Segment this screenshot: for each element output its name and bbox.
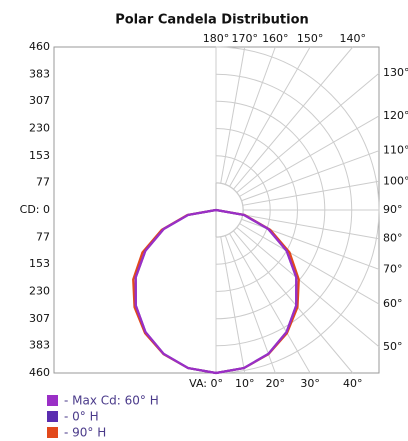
- angle-grid-line: [229, 233, 311, 374]
- angle-grid-line: [241, 150, 380, 202]
- r-tick-label: 77: [36, 230, 50, 243]
- legend-label: - 90° H: [64, 426, 106, 440]
- angle-grid-line: [239, 223, 380, 305]
- angle-grid-line: [236, 72, 380, 194]
- series-line-mirror: [134, 208, 217, 375]
- angle-grid-line: [224, 235, 276, 374]
- angle-grid-line: [242, 180, 380, 206]
- angle-grid-line: [239, 115, 380, 197]
- legend-swatch: [47, 427, 58, 438]
- angle-tick-label: 140°: [340, 32, 367, 45]
- r-tick-label: 230: [29, 285, 50, 298]
- angle-grid-line: [242, 214, 380, 240]
- r-tick-label: 153: [29, 149, 50, 162]
- angle-tick-label: 70°: [383, 262, 403, 275]
- r-tick-label: 307: [29, 94, 50, 107]
- angle-tick-label: 160°: [262, 32, 289, 45]
- angle-tick-label: 60°: [383, 297, 403, 310]
- angle-tick-label: 150°: [297, 32, 324, 45]
- angle-tick-label: 30°: [300, 377, 320, 390]
- angle-grid-line: [220, 46, 246, 184]
- r-tick-label: 77: [36, 176, 50, 189]
- angle-tick-label: 110°: [383, 144, 408, 157]
- angle-grid-line: [220, 236, 246, 374]
- angle-grid-line: [232, 46, 354, 190]
- r-tick-label: 383: [29, 67, 50, 80]
- angle-tick-label: 180°: [203, 32, 230, 45]
- angle-grid-line: [232, 230, 354, 374]
- r-tick-label: 460: [29, 40, 50, 53]
- angle-tick-label: 100°: [383, 174, 408, 187]
- r-tick-label: 460: [29, 366, 50, 379]
- r-tick-label: 307: [29, 312, 50, 325]
- angle-tick-label: 170°: [231, 32, 258, 45]
- series-line-mirror: [132, 208, 217, 375]
- angle-tick-label: 10°: [235, 377, 255, 390]
- series-line-mirror: [134, 208, 217, 375]
- angle-grid-line: [236, 226, 380, 348]
- angle-tick-label: 130°: [383, 66, 408, 79]
- angle-tick-label: 120°: [383, 109, 408, 122]
- legend-swatch: [47, 411, 58, 422]
- r-tick-label: CD: 0: [20, 203, 50, 216]
- angle-tick-label: 80°: [383, 232, 403, 245]
- legend-swatch: [47, 395, 58, 406]
- angle-grid-line: [224, 46, 276, 185]
- r-tick-label: 230: [29, 122, 50, 135]
- angle-tick-label: 90°: [383, 203, 403, 216]
- angle-tick-label: 50°: [383, 340, 403, 353]
- angle-tick-label: 40°: [343, 377, 363, 390]
- series-line: [215, 208, 298, 375]
- legend-label: - 0° H: [64, 410, 99, 424]
- angle-tick-label: VA: 0°: [189, 377, 223, 390]
- legend-label: - Max Cd: 60° H: [64, 394, 159, 408]
- angle-grid-line: [229, 46, 311, 187]
- angle-tick-label: 20°: [266, 377, 286, 390]
- chart-title: Polar Candela Distribution: [115, 13, 309, 28]
- r-tick-label: 383: [29, 339, 50, 352]
- r-tick-label: 153: [29, 257, 50, 270]
